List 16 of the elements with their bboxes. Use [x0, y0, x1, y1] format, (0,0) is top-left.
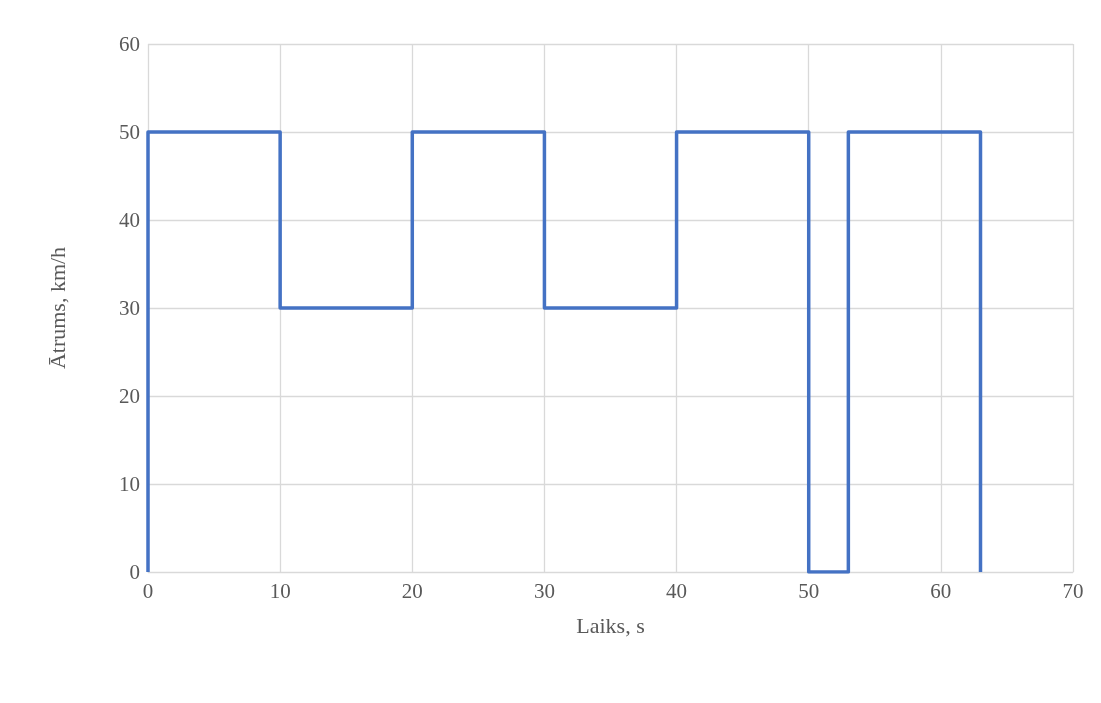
y-axis-title: Ātrums, km/h	[44, 246, 70, 370]
x-tick-label: 40	[666, 578, 688, 603]
y-tick-label: 10	[119, 472, 140, 496]
x-tick-label: 30	[533, 578, 555, 603]
y-tick-label: 0	[129, 560, 140, 584]
x-axis-title: Laiks, s	[576, 612, 645, 638]
x-tick-label: 70	[1062, 578, 1084, 603]
y-tick-label: 20	[119, 384, 140, 408]
x-tick-label: 10	[269, 578, 291, 603]
y-tick-label: 60	[119, 32, 140, 56]
y-tick-label: 30	[119, 296, 140, 320]
x-tick-label: 50	[798, 578, 820, 603]
y-tick-label: 50	[119, 120, 140, 144]
y-tick-label: 40	[119, 208, 140, 232]
x-tick-label: 20	[401, 578, 423, 603]
x-tick-label: 60	[930, 578, 952, 603]
